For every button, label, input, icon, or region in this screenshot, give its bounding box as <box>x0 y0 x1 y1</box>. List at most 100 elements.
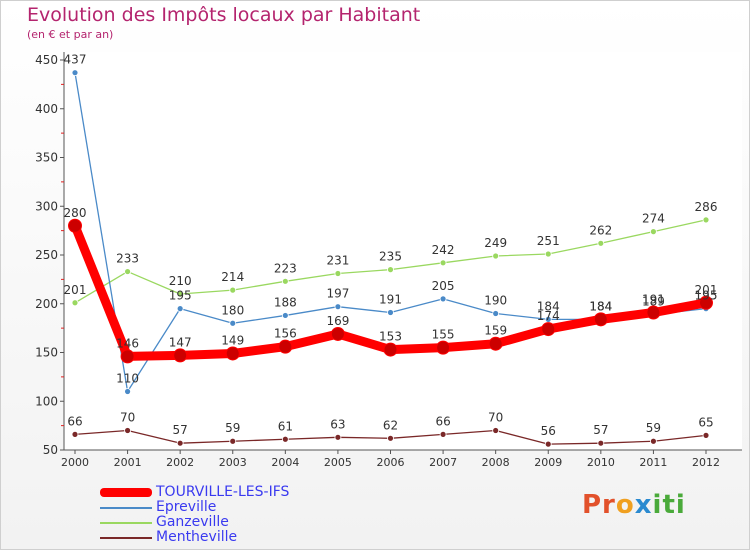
x-tick-label: 2007 <box>429 456 457 469</box>
data-label: 184 <box>537 299 560 313</box>
data-label: 251 <box>537 234 560 248</box>
legend-label: TOURVILLE-LES-IFS <box>156 484 290 500</box>
data-label: 242 <box>432 243 455 257</box>
data-point <box>176 439 184 447</box>
data-label: 159 <box>484 324 507 338</box>
data-label: 110 <box>116 372 139 386</box>
data-label: 201 <box>64 283 87 297</box>
x-tick-label: 2000 <box>61 456 89 469</box>
data-label: 437 <box>64 53 87 67</box>
x-tick-label: 2004 <box>271 456 299 469</box>
data-point <box>71 430 79 438</box>
data-point <box>281 435 289 443</box>
data-point <box>176 290 184 298</box>
data-point <box>124 268 131 275</box>
data-label: 197 <box>326 287 349 301</box>
data-label: 56 <box>541 424 556 438</box>
data-label: 188 <box>274 295 297 309</box>
data-point <box>281 312 289 319</box>
data-label: 57 <box>593 423 608 437</box>
data-label: 147 <box>169 335 192 349</box>
plot-area <box>64 52 742 450</box>
data-label: 210 <box>169 274 192 288</box>
data-label: 146 <box>116 336 139 350</box>
x-tick-label: 2005 <box>324 456 352 469</box>
x-tick-label: 2003 <box>219 456 247 469</box>
data-point <box>229 437 237 445</box>
chart-subtitle: (en € et par an) <box>27 28 114 41</box>
data-point <box>387 309 394 316</box>
data-label: 280 <box>64 206 87 220</box>
data-label: 249 <box>484 236 507 250</box>
data-label: 262 <box>589 223 612 237</box>
data-point <box>492 252 500 260</box>
x-tick-label: 2012 <box>692 456 720 469</box>
x-tick-label: 2001 <box>114 456 142 469</box>
legend-swatch <box>100 488 152 497</box>
data-point <box>488 336 503 351</box>
legend-swatch <box>100 537 152 539</box>
y-tick-label: 450 <box>35 53 58 67</box>
data-label: 189 <box>642 294 665 308</box>
data-label: 57 <box>173 423 188 437</box>
data-label: 195 <box>169 289 192 303</box>
data-label: 223 <box>274 261 297 275</box>
data-label: 190 <box>484 294 507 308</box>
data-label: 59 <box>646 421 661 435</box>
data-point <box>650 228 657 236</box>
data-label: 195 <box>695 289 718 303</box>
data-label: 214 <box>221 270 244 284</box>
data-label: 191 <box>642 293 665 307</box>
data-point <box>439 295 447 303</box>
data-point <box>544 440 552 448</box>
data-point <box>492 310 500 317</box>
data-point <box>334 433 342 441</box>
data-label: 191 <box>379 293 402 307</box>
y-tick-label: 100 <box>35 394 58 408</box>
data-label: 70 <box>488 411 503 425</box>
data-label: 184 <box>589 299 612 313</box>
legend-label: Ganzeville <box>156 514 229 530</box>
legend-label: Mentheville <box>156 529 238 545</box>
data-label: 156 <box>274 327 297 341</box>
data-point <box>597 439 605 447</box>
data-point <box>593 312 608 327</box>
data-label: 62 <box>383 418 398 432</box>
data-label: 65 <box>698 415 713 429</box>
data-point <box>120 349 135 364</box>
data-label: 231 <box>326 254 349 268</box>
x-tick-label: 2010 <box>587 456 615 469</box>
data-label: 286 <box>695 200 718 214</box>
data-point <box>702 216 710 224</box>
data-point <box>387 266 394 274</box>
data-point <box>541 322 556 337</box>
data-label: 153 <box>379 330 402 344</box>
data-label: 174 <box>537 309 560 323</box>
x-tick-label: 2011 <box>639 456 667 469</box>
data-point <box>281 277 289 285</box>
x-tick-label: 2009 <box>534 456 562 469</box>
data-label: 66 <box>67 414 82 428</box>
x-tick-label: 2008 <box>482 456 510 469</box>
data-label: 169 <box>326 314 349 328</box>
y-tick-label: 250 <box>35 248 58 262</box>
data-point <box>330 326 345 341</box>
data-label: 184 <box>589 299 612 313</box>
data-label: 155 <box>432 328 455 342</box>
data-point <box>124 388 131 395</box>
y-tick-label: 200 <box>35 297 58 311</box>
data-point <box>492 427 500 434</box>
data-point <box>71 69 79 77</box>
data-point <box>334 303 342 311</box>
x-tick-label: 2006 <box>377 456 405 469</box>
data-point <box>436 340 451 355</box>
data-label: 233 <box>116 252 139 266</box>
legend-swatch <box>100 507 152 509</box>
x-tick-label: 2002 <box>166 456 194 469</box>
data-point <box>383 342 398 357</box>
data-point <box>229 319 237 327</box>
legend-swatch <box>100 522 152 524</box>
data-point <box>278 339 293 354</box>
y-tick-label: 400 <box>35 102 58 116</box>
